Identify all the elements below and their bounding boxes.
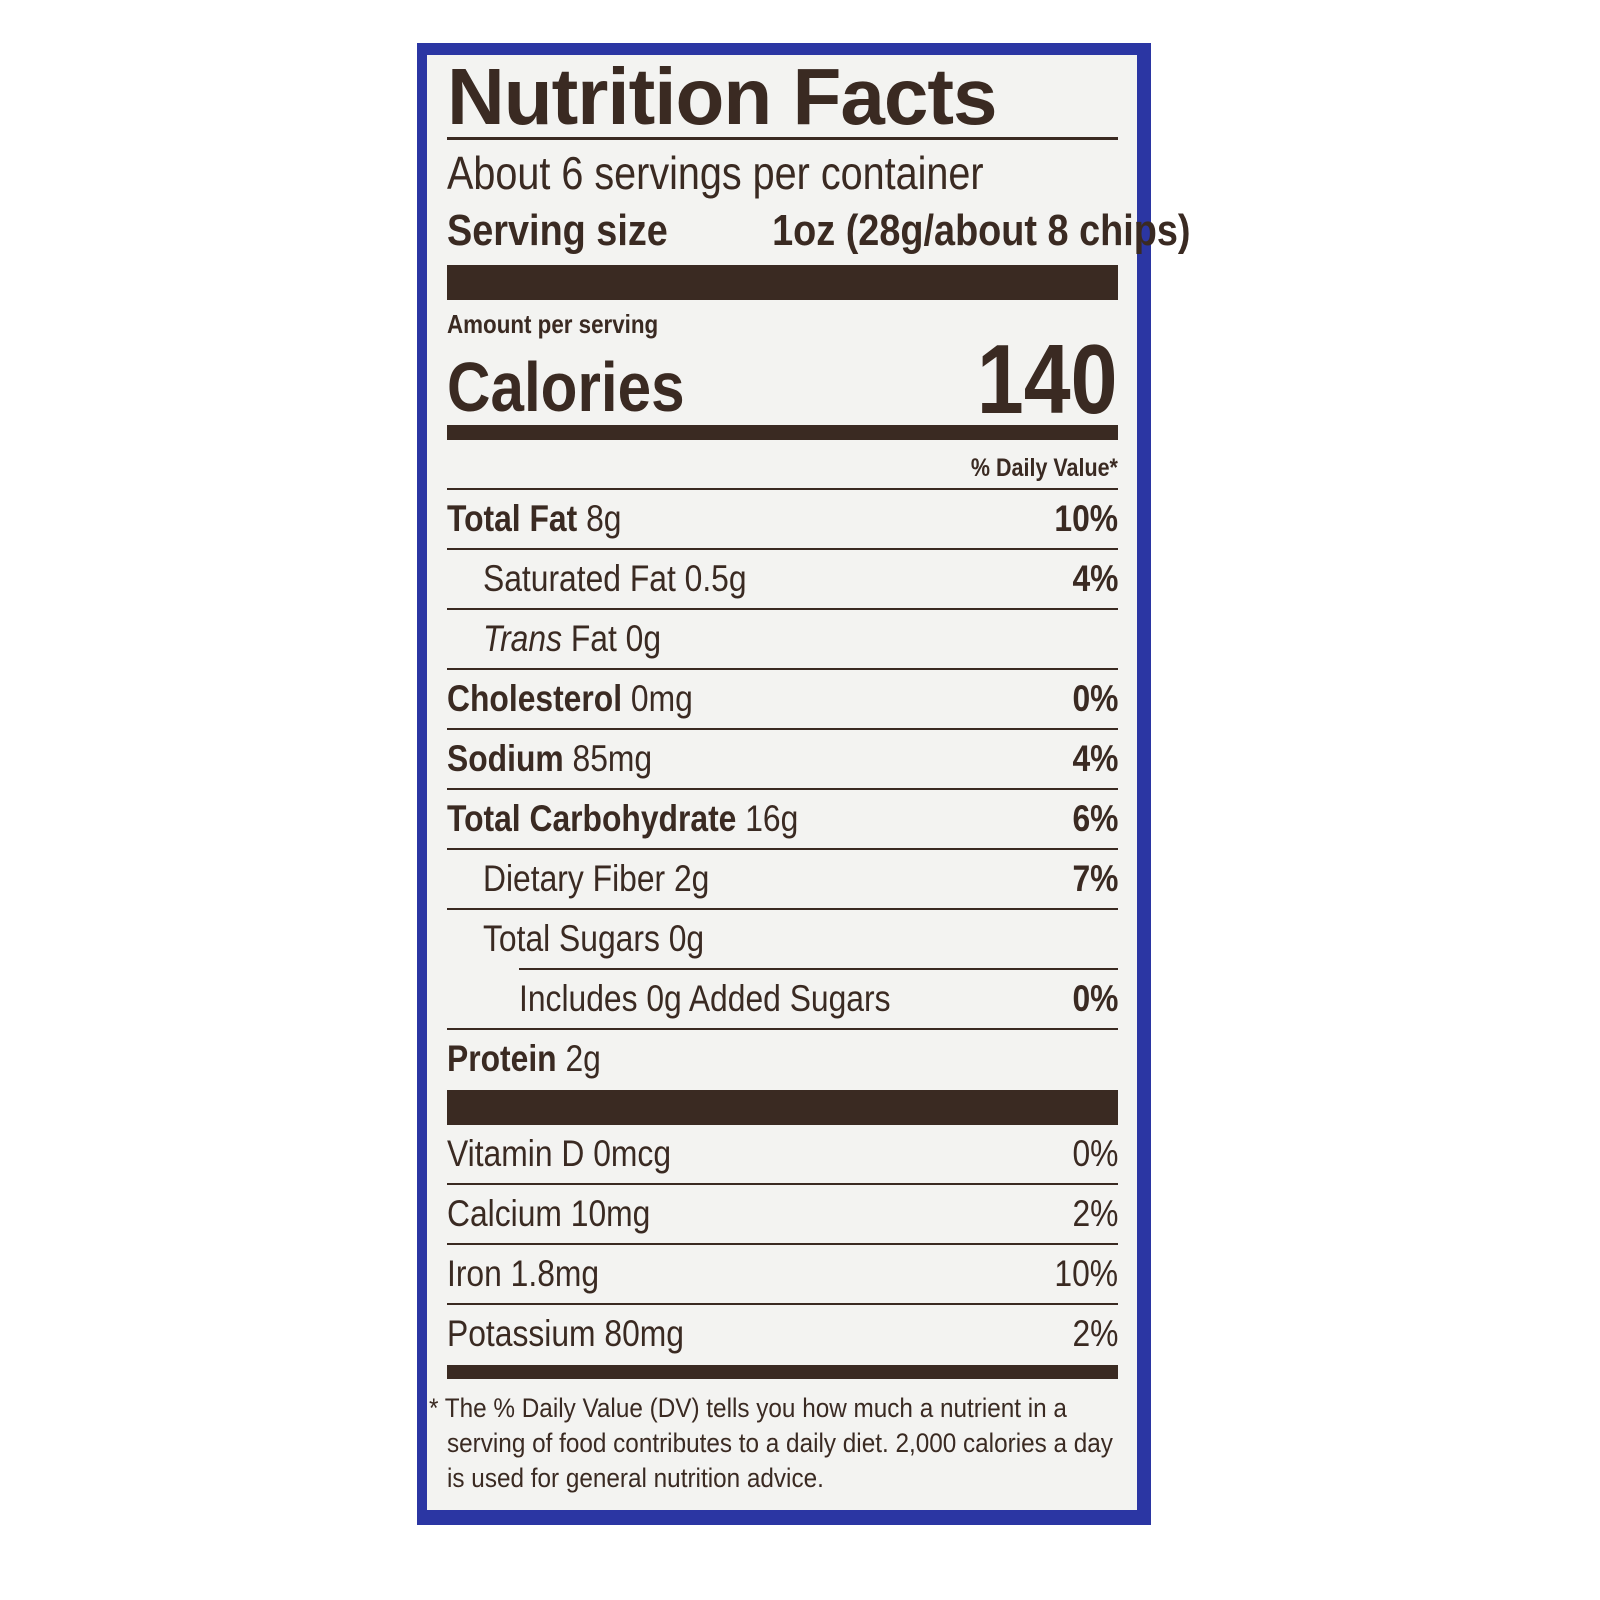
thick-divider [447,1090,1118,1125]
vitamin-amount: 10mg [570,1193,651,1234]
vitamin-dv: 2% [1072,1193,1118,1234]
nutrient-row: Total Carbohydrate 16g 6% [447,790,1118,848]
nutrient-amount: 2g [565,1038,601,1079]
vitamin-amount: 80mg [604,1313,684,1354]
vitamin-amount: 0mcg [593,1133,672,1174]
nutrient-name-suffix: Fat [570,618,617,659]
divider [447,137,1118,140]
nutrient-row: Cholesterol 0mg 0% [447,670,1118,728]
nutrient-name: Saturated Fat [483,558,676,599]
vitamin-dv: 0% [1072,1133,1118,1174]
amount-text: Amount per serving [447,309,659,339]
daily-value-header: % Daily Value* [447,440,1118,488]
nutrient-amount: 85mg [572,738,653,779]
title-text: Nutrition Facts [447,52,997,141]
nutrient-row: Total Fat 8g 10% [447,490,1118,548]
medium-divider [447,425,1118,440]
nutrient-dv: 0% [1072,978,1118,1019]
footnote-text: * The % Daily Value (DV) tells you how m… [429,1393,1113,1493]
nutrient-row: Includes 0g Added Sugars 0% [447,970,1118,1028]
vitamin-name: Calcium [447,1193,562,1234]
nutrient-row: Dietary Fiber 2g 7% [447,850,1118,908]
vitamin-dv: 2% [1072,1313,1118,1354]
vitamin-amount: 1.8mg [510,1253,600,1294]
nutrient-dv: 10% [1054,498,1118,539]
nutrient-amount: 0g [625,618,662,659]
serving-size-label: Serving size [447,206,668,255]
calories-label: Calories [447,348,685,426]
vitamin-name: Iron [447,1253,502,1294]
divider [447,488,1118,490]
nutrient-name: Trans [483,618,562,659]
nutrient-name: Includes 0g Added Sugars [519,978,891,1019]
vitamin-row: Calcium 10mg 2% [447,1185,1118,1243]
vitamin-dv: 10% [1054,1253,1118,1294]
serving-size-row: Serving size 1oz (28g/about 8 chips) [447,202,1190,260]
nutrient-name: Protein [447,1038,557,1079]
medium-divider [447,1365,1118,1379]
nutrition-facts-label: Nutrition Facts About 6 servings per con… [429,52,1190,1496]
amount-per-serving: Amount per serving [447,300,1118,344]
nutrient-name: Cholesterol [447,678,623,719]
serving-size-value: 1oz (28g/about 8 chips) [771,206,1191,255]
servings-text: About 6 servings per container [447,147,984,199]
nutrient-dv: 0% [1072,678,1118,719]
nutrient-row: Saturated Fat 0.5g 4% [447,550,1118,608]
nutrient-amount: 8g [586,498,622,539]
nutrient-amount: 0mg [630,678,693,719]
dv-header-text: % Daily Value* [970,454,1118,482]
nutrient-row: Total Sugars 0g [447,910,1118,968]
vitamin-name: Vitamin D [447,1133,585,1174]
nutrient-dv: 7% [1072,858,1118,899]
nutrient-name: Total Carbohydrate [447,798,737,839]
nutrient-row: Trans Fat 0g [447,610,1118,668]
calories-row: Calories 140 [447,330,1118,428]
footnote: * The % Daily Value (DV) tells you how m… [429,1391,1118,1496]
nutrient-dv: 4% [1072,558,1118,599]
label-title: Nutrition Facts [447,52,1118,141]
servings-per-container: About 6 servings per container [447,140,1118,202]
nutrient-name: Sodium [447,738,564,779]
nutrient-amount: 16g [745,798,799,839]
nutrient-amount: 2g [673,858,710,899]
nutrient-name: Total Sugars [483,918,660,959]
vitamin-row: Potassium 80mg 2% [447,1305,1118,1363]
nutrient-row: Protein 2g [447,1030,1118,1088]
nutrient-dv: 6% [1072,798,1118,839]
nutrient-name: Dietary Fiber [483,858,666,899]
nutrient-amount: 0.5g [684,558,747,599]
thick-divider [447,265,1118,300]
vitamin-name: Potassium [447,1313,596,1354]
nutrient-amount: 0g [668,918,705,959]
vitamin-row: Iron 1.8mg 10% [447,1245,1118,1303]
nutrient-name: Total Fat [447,498,578,539]
calories-value: 140 [977,324,1118,434]
vitamin-row: Vitamin D 0mcg 0% [447,1125,1118,1183]
nutrient-row: Sodium 85mg 4% [447,730,1118,788]
nutrient-dv: 4% [1072,738,1118,779]
